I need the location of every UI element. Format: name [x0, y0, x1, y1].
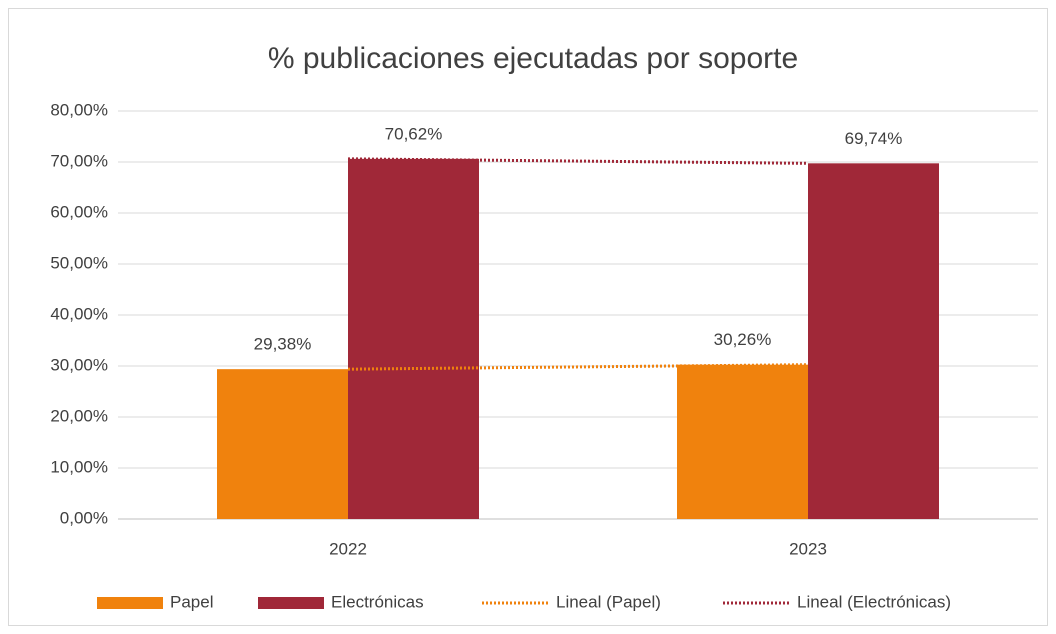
y-tick-label: 0,00% [60, 508, 108, 527]
chart-title: % publicaciones ejecutadas por soporte [268, 42, 798, 75]
legend-swatch [258, 597, 324, 609]
bar [348, 158, 479, 519]
y-tick-label: 10,00% [50, 457, 108, 476]
y-tick-label: 80,00% [50, 100, 108, 119]
y-tick-label: 70,00% [50, 151, 108, 170]
y-tick-label: 60,00% [50, 202, 108, 221]
legend-label: Lineal (Papel) [556, 592, 661, 611]
data-label: 70,62% [385, 124, 443, 143]
data-label: 69,74% [845, 129, 903, 148]
x-tick-label: 2023 [789, 539, 827, 558]
y-tick-label: 40,00% [50, 304, 108, 323]
data-label: 29,38% [254, 335, 312, 354]
y-tick-label: 50,00% [50, 253, 108, 272]
bar [808, 163, 939, 520]
legend-label: Papel [170, 592, 213, 611]
bar [677, 364, 808, 519]
legend-label: Electrónicas [331, 592, 424, 611]
legend-label: Lineal (Electrónicas) [797, 592, 951, 611]
trendline [347, 157, 809, 165]
legend-swatch [97, 597, 163, 609]
y-tick-label: 20,00% [50, 406, 108, 425]
y-tick-label: 30,00% [50, 355, 108, 374]
data-label: 30,26% [714, 330, 772, 349]
x-tick-label: 2022 [329, 539, 367, 558]
trendline [347, 363, 809, 371]
bar [217, 369, 348, 519]
